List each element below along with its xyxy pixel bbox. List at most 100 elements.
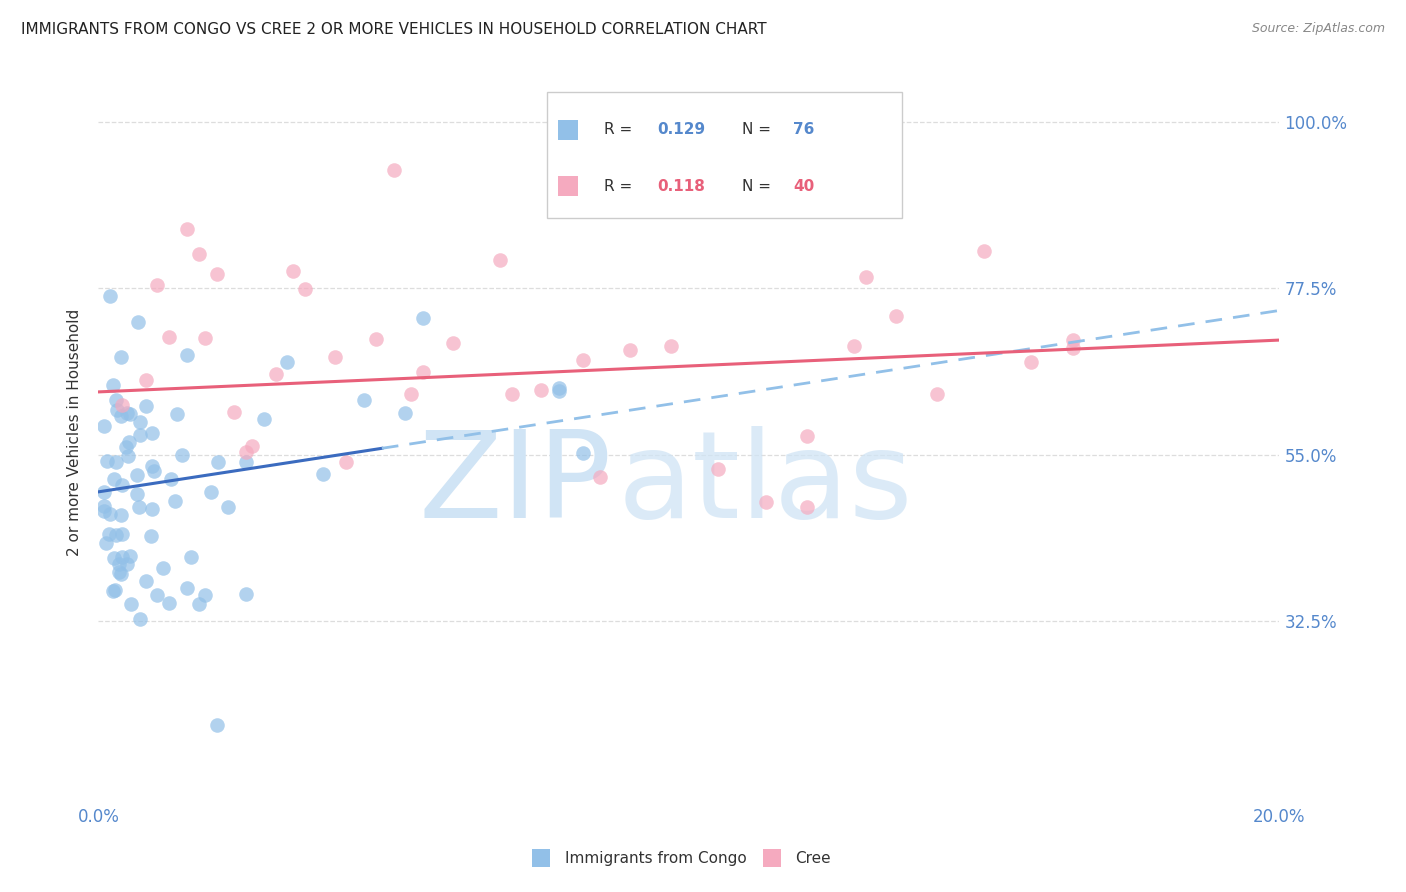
Point <box>441 335 464 350</box>
Point <box>973 244 995 258</box>
Text: 40: 40 <box>793 179 814 194</box>
Point <box>312 467 335 482</box>
Point <box>110 567 132 582</box>
Point <box>187 247 209 261</box>
Point <box>412 310 434 325</box>
Point <box>1021 354 1043 368</box>
Point <box>401 387 423 401</box>
Point <box>120 597 142 611</box>
Point <box>93 499 115 513</box>
Point <box>200 485 222 500</box>
Text: 0.129: 0.129 <box>657 122 706 137</box>
Point <box>110 350 132 364</box>
Point <box>1062 333 1084 347</box>
Point <box>224 405 246 419</box>
Point <box>382 162 405 177</box>
Point <box>96 454 118 468</box>
Text: R =: R = <box>605 179 637 194</box>
Text: N =: N = <box>742 122 776 137</box>
Point <box>103 583 125 598</box>
Point <box>103 550 125 565</box>
Point <box>240 439 263 453</box>
Point <box>152 561 174 575</box>
Point <box>855 270 877 285</box>
Point <box>180 550 202 565</box>
Point <box>707 462 730 476</box>
Point <box>323 350 346 364</box>
Text: atlas: atlas <box>619 426 914 543</box>
Text: Cree: Cree <box>796 851 831 866</box>
Point <box>103 472 125 486</box>
Point <box>141 502 163 516</box>
Point <box>101 378 124 392</box>
Point <box>589 470 612 484</box>
FancyBboxPatch shape <box>547 92 901 218</box>
Point <box>659 339 682 353</box>
Point <box>548 384 571 399</box>
Point <box>118 407 141 421</box>
Text: 76: 76 <box>793 122 814 137</box>
Point <box>489 252 512 267</box>
Point <box>141 529 163 543</box>
Point <box>108 565 131 579</box>
Point <box>217 500 239 514</box>
Point <box>335 455 357 469</box>
Point <box>128 500 150 514</box>
Point <box>135 574 157 588</box>
Point <box>187 597 209 611</box>
Point <box>125 467 148 482</box>
Point <box>176 581 198 595</box>
Point <box>571 353 593 368</box>
Point <box>283 263 305 277</box>
Text: Source: ZipAtlas.com: Source: ZipAtlas.com <box>1251 22 1385 36</box>
Point <box>412 365 434 379</box>
Point <box>128 427 150 442</box>
Point <box>364 332 387 346</box>
Point <box>93 485 115 500</box>
Point <box>129 612 152 626</box>
Point <box>115 557 138 571</box>
Point <box>110 409 132 423</box>
Point <box>127 315 149 329</box>
Point <box>111 549 134 564</box>
Point <box>127 487 149 501</box>
Point <box>128 415 150 429</box>
Point <box>176 348 198 362</box>
Text: ZIP: ZIP <box>419 426 612 543</box>
Point <box>146 277 169 292</box>
Point <box>619 343 641 357</box>
Point <box>194 331 217 345</box>
Point <box>530 383 553 397</box>
Point <box>135 373 157 387</box>
Point <box>93 419 115 434</box>
Point <box>98 526 121 541</box>
Point <box>235 445 257 459</box>
Point <box>114 440 136 454</box>
Point <box>796 500 818 514</box>
Point <box>548 381 571 395</box>
Point <box>205 718 228 732</box>
Point <box>166 408 188 422</box>
Point <box>98 507 121 521</box>
Point <box>170 448 193 462</box>
Point <box>844 339 866 353</box>
Point <box>96 536 118 550</box>
Point <box>111 527 134 541</box>
Point <box>93 504 115 518</box>
Point <box>104 392 127 407</box>
Point <box>276 354 298 368</box>
Y-axis label: 2 or more Vehicles in Household: 2 or more Vehicles in Household <box>67 309 83 557</box>
Point <box>159 472 181 486</box>
Point <box>294 282 316 296</box>
Point <box>111 478 134 492</box>
Point <box>142 464 165 478</box>
Point <box>108 557 131 571</box>
Point <box>925 387 948 401</box>
Point <box>253 412 276 426</box>
Text: R =: R = <box>605 122 637 137</box>
Point <box>165 494 187 508</box>
Point <box>501 387 523 401</box>
Point <box>110 508 132 523</box>
Point <box>111 398 134 412</box>
Point <box>118 435 141 450</box>
